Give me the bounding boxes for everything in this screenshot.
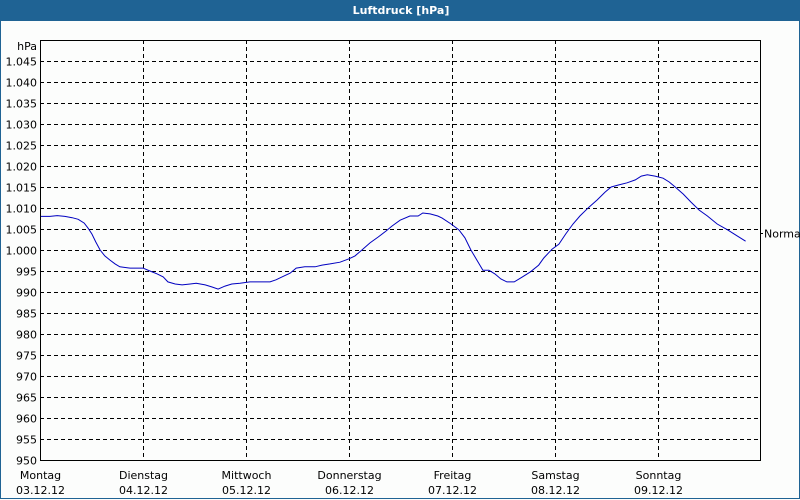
x-tick-day: Dienstag [119, 469, 168, 482]
y-tick-label: 1.045 [6, 56, 38, 69]
y-tick-label: 1.005 [6, 224, 38, 237]
y-tick-label: 1.025 [6, 140, 38, 153]
y-axis-labels: 1.045 1.040 1.035 1.030 1.025 1.020 1.015 1.010… [6, 56, 38, 468]
y-tick-label: 995 [16, 266, 37, 279]
x-tick-date: 08.12.12 [531, 484, 580, 497]
y-tick-label: 1.000 [6, 245, 38, 258]
x-tick-date: 05.12.12 [222, 484, 271, 497]
x-tick-date: 06.12.12 [325, 484, 374, 497]
x-tick-day: Donnerstag [317, 469, 381, 482]
y-tick-label: 960 [16, 413, 37, 426]
pressure-line [40, 174, 746, 290]
x-tick-day: Montag [20, 469, 61, 482]
x-tick-day: Sonntag [636, 469, 682, 482]
y-tick-label: 990 [16, 287, 37, 300]
chart-title: Luftdruck [hPa] [1, 0, 800, 21]
normal-marker-label: Normal [764, 228, 800, 241]
y-tick-label: 985 [16, 308, 37, 321]
x-tick-day: Freitag [434, 469, 472, 482]
x-tick-date: 04.12.12 [119, 484, 168, 497]
x-tick-date: 03.12.12 [16, 484, 65, 497]
y-tick-label: 1.015 [6, 182, 38, 195]
y-tick-label: 950 [16, 455, 37, 468]
grid-lines [40, 40, 760, 460]
y-tick-label: 1.010 [6, 203, 38, 216]
y-axis-unit-label: hPa [17, 40, 37, 53]
y-tick-label: 955 [16, 434, 37, 447]
x-tick-date: 07.12.12 [428, 484, 477, 497]
y-tick-label: 980 [16, 329, 37, 342]
y-tick-label: 975 [16, 350, 37, 363]
x-tick-day: Samstag [531, 469, 579, 482]
y-tick-label: 970 [16, 371, 37, 384]
y-tick-label: 1.035 [6, 98, 38, 111]
x-axis-labels: Montag 03.12.12 Dienstag 04.12.12 Mittwoch 05… [16, 469, 683, 497]
y-tick-label: 1.020 [6, 161, 38, 174]
y-tick-label: 1.030 [6, 119, 38, 132]
y-tick-label: 1.040 [6, 77, 38, 90]
y-tick-label: 965 [16, 392, 37, 405]
x-tick-date: 09.12.12 [634, 484, 683, 497]
plot-frame [40, 40, 761, 461]
x-tick-day: Mittwoch [222, 469, 272, 482]
